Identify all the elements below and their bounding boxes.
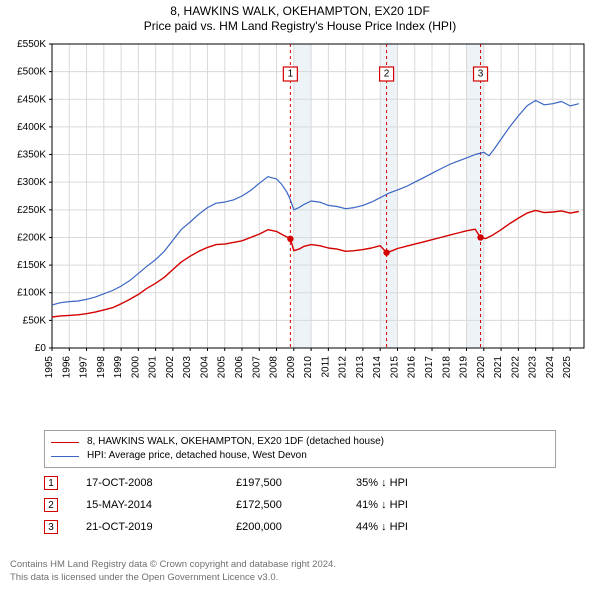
legend-box: 8, HAWKINS WALK, OKEHAMPTON, EX20 1DF (d… [44,430,556,468]
transactions-table: 1 17-OCT-2008£197,50035% ↓ HPI 2 15-MAY-201… [44,472,556,538]
svg-text:2004: 2004 [199,356,210,379]
footer-line-2: This data is licensed under the Open Gov… [10,572,336,584]
transaction-marker: 3 [44,520,58,534]
transaction-date: 21-OCT-2019 [86,521,236,533]
transaction-price: £197,500 [236,477,356,489]
title-line-2: Price paid vs. HM Land Registry's House … [0,19,600,34]
svg-text:£250K: £250K [17,205,46,216]
svg-text:£0: £0 [35,343,47,354]
svg-text:3: 3 [478,69,484,80]
svg-text:2018: 2018 [441,356,452,379]
page-root: 8, HAWKINS WALK, OKEHAMPTON, EX20 1DF Pr… [0,0,600,590]
svg-text:£350K: £350K [17,150,46,161]
legend-text: HPI: Average price, detached house, West… [87,449,307,463]
chart-container: £0 £50K £100K £150K £200K £250K £300K £350K £400… [0,36,600,426]
svg-text:2007: 2007 [251,356,262,379]
svg-text:2024: 2024 [545,356,556,379]
transaction-date: 17-OCT-2008 [86,477,236,489]
transaction-row: 2 15-MAY-2014£172,50041% ↓ HPI [44,494,556,516]
svg-text:2013: 2013 [355,356,366,379]
svg-text:£200K: £200K [17,232,46,243]
transaction-row: 3 21-OCT-2019£200,00044% ↓ HPI [44,516,556,538]
svg-text:2011: 2011 [320,356,331,378]
transaction-marker: 2 [44,498,58,512]
svg-text:1995: 1995 [44,356,55,379]
title-block: 8, HAWKINS WALK, OKEHAMPTON, EX20 1DF Pr… [0,0,600,34]
transaction-date: 15-MAY-2014 [86,499,236,511]
svg-text:2017: 2017 [424,356,435,379]
svg-text:£300K: £300K [17,177,46,188]
svg-text:2005: 2005 [217,356,228,379]
svg-text:1: 1 [288,69,294,80]
svg-text:£150K: £150K [17,260,46,271]
svg-text:£500K: £500K [17,67,46,78]
legend-swatch [51,442,79,443]
svg-text:2009: 2009 [286,356,297,379]
svg-text:2: 2 [384,69,390,80]
footer-attribution: Contains HM Land Registry data © Crown c… [10,559,336,584]
transaction-marker: 1 [44,476,58,490]
svg-text:1996: 1996 [61,356,72,379]
svg-text:2025: 2025 [562,356,573,379]
svg-text:2006: 2006 [234,356,245,379]
svg-text:1997: 1997 [79,356,90,379]
svg-text:2016: 2016 [407,356,418,379]
legend-row: HPI: Average price, detached house, West… [51,449,549,463]
svg-text:2008: 2008 [269,356,280,379]
svg-text:£450K: £450K [17,94,46,105]
svg-text:2015: 2015 [389,356,400,379]
transaction-row: 1 17-OCT-2008£197,50035% ↓ HPI [44,472,556,494]
legend-swatch [51,456,79,457]
legend-text: 8, HAWKINS WALK, OKEHAMPTON, EX20 1DF (d… [87,435,384,449]
transaction-price: £172,500 [236,499,356,511]
svg-text:2001: 2001 [148,356,159,379]
svg-text:2000: 2000 [130,356,141,379]
title-line-1: 8, HAWKINS WALK, OKEHAMPTON, EX20 1DF [0,4,600,19]
svg-text:2014: 2014 [372,356,383,379]
svg-text:2012: 2012 [338,356,349,379]
price-chart: £0 £50K £100K £150K £200K £250K £300K £350K £400… [0,36,600,426]
svg-text:1999: 1999 [113,356,124,379]
svg-text:2023: 2023 [528,356,539,379]
svg-text:£50K: £50K [23,315,47,326]
svg-text:2003: 2003 [182,356,193,379]
svg-text:1998: 1998 [96,356,107,379]
transaction-price: £200,000 [236,521,356,533]
svg-text:2010: 2010 [303,356,314,379]
svg-text:£400K: £400K [17,122,46,133]
svg-text:2022: 2022 [510,356,521,379]
legend-row: 8, HAWKINS WALK, OKEHAMPTON, EX20 1DF (d… [51,435,549,449]
svg-text:2002: 2002 [165,356,176,379]
transaction-pct: 35% ↓ HPI [356,477,408,489]
svg-text:£550K: £550K [17,39,46,50]
footer-line-1: Contains HM Land Registry data © Crown c… [10,559,336,571]
transaction-pct: 44% ↓ HPI [356,521,408,533]
svg-text:2021: 2021 [493,356,504,379]
svg-text:£100K: £100K [17,288,46,299]
transaction-pct: 41% ↓ HPI [356,499,408,511]
svg-text:2020: 2020 [476,356,487,379]
svg-text:2019: 2019 [459,356,470,379]
